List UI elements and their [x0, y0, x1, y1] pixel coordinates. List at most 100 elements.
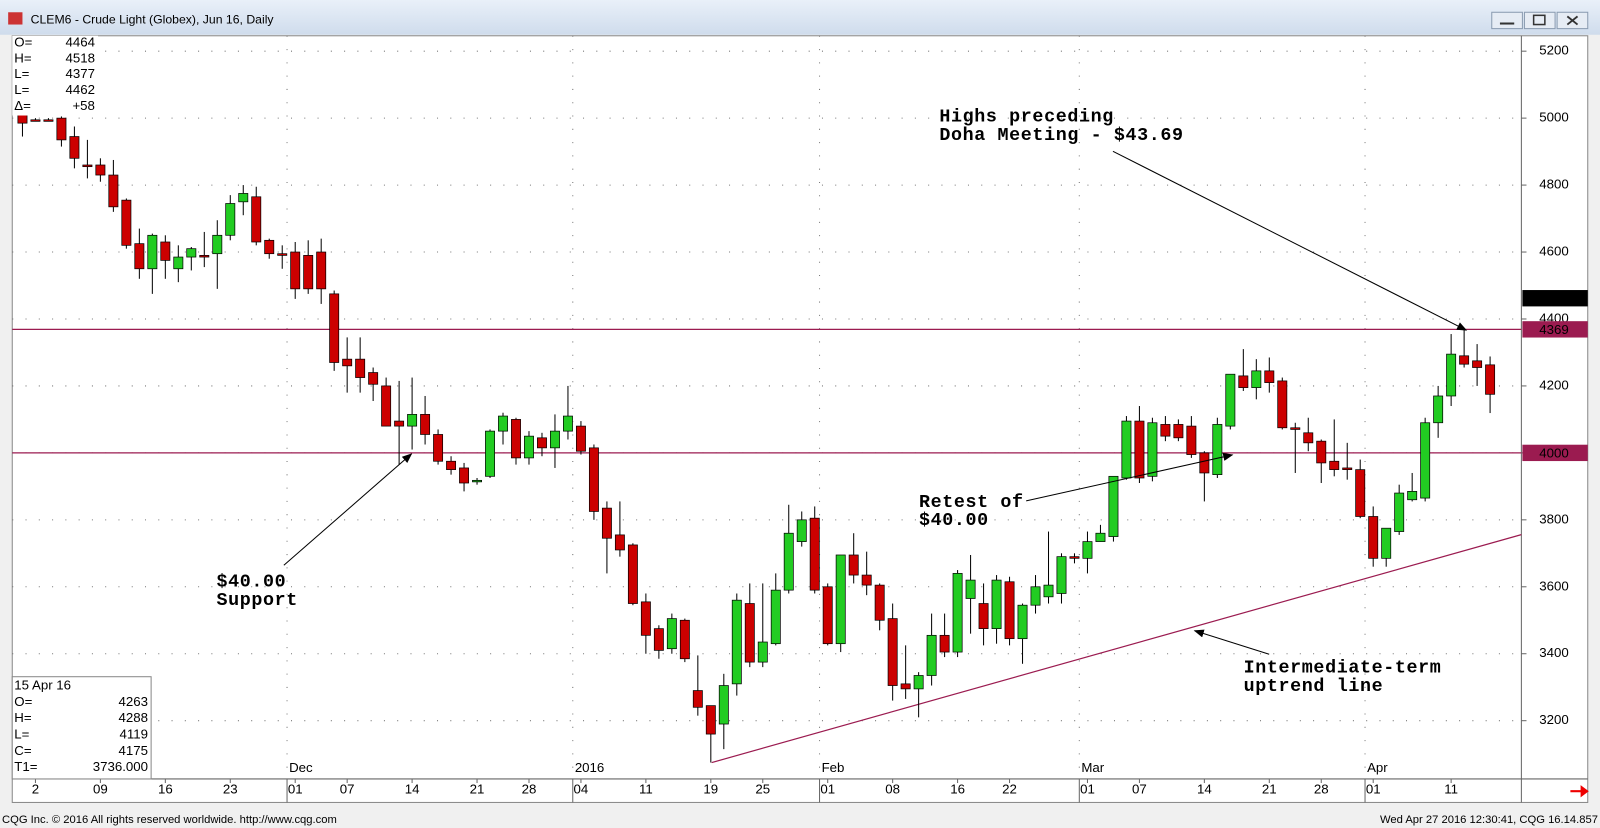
- candle-body: [1290, 427, 1301, 430]
- candle-body: [991, 579, 1002, 629]
- x-tick-label: 23: [223, 782, 238, 797]
- candle-body: [1108, 475, 1119, 537]
- x-tick-label: 28: [1314, 782, 1329, 797]
- candle-body: [1355, 469, 1366, 517]
- month-label: 2016: [575, 760, 604, 775]
- candle-body: [939, 634, 950, 653]
- last-price-box: [1522, 290, 1588, 307]
- candle-body: [848, 554, 859, 576]
- candle-body: [1225, 373, 1236, 427]
- candle-body: [705, 705, 716, 735]
- info-label: O=: [14, 34, 32, 49]
- y-tick-label: 4600: [1539, 244, 1568, 259]
- annotation-arrow: [283, 453, 413, 566]
- candle-body: [1238, 375, 1249, 388]
- candle-body: [718, 685, 729, 725]
- candle-body: [1121, 420, 1132, 479]
- candle-body: [1394, 492, 1405, 532]
- candle-body: [1134, 420, 1145, 479]
- x-tick-label: 07: [1132, 782, 1147, 797]
- reference-price-box: [1522, 444, 1588, 462]
- candle-body: [355, 358, 366, 378]
- candle-body: [627, 544, 638, 604]
- candle-body: [394, 420, 405, 427]
- candle-body: [744, 603, 755, 663]
- info-label: C=: [14, 743, 32, 758]
- candle-body: [1485, 364, 1496, 395]
- x-tick-label: 14: [1197, 782, 1212, 797]
- candle-body: [1160, 424, 1171, 437]
- candle-body: [1199, 452, 1210, 474]
- candle-body: [95, 164, 106, 176]
- candle-body: [1316, 440, 1327, 464]
- candle-body: [459, 467, 470, 484]
- candle-body: [290, 251, 301, 290]
- x-tick-label: 14: [405, 782, 420, 797]
- candle-body: [199, 255, 210, 258]
- candle-body: [822, 586, 833, 645]
- minimize-button[interactable]: [1491, 11, 1523, 30]
- candle-body: [900, 683, 911, 690]
- candle-body: [887, 618, 898, 686]
- candle-body: [1186, 425, 1197, 455]
- month-label: Mar: [1081, 760, 1104, 775]
- candle-body: [342, 358, 353, 367]
- y-tick-label: 3400: [1539, 645, 1568, 660]
- candle-body: [770, 589, 781, 645]
- candle-body: [614, 534, 625, 551]
- footer-left: CQG Inc. © 2016 All rights reserved worl…: [2, 814, 337, 826]
- candle-body: [1342, 467, 1353, 470]
- annotation-text: uptrend line: [1244, 676, 1384, 697]
- plot: 3200340036003800400042004400460048005000…: [11, 34, 1588, 803]
- window-buttons[interactable]: [1491, 11, 1589, 30]
- candle-body: [1459, 355, 1470, 365]
- info-label: L=: [14, 726, 29, 741]
- x-tick-label: 11: [1444, 782, 1458, 797]
- maximize-button[interactable]: [1523, 11, 1556, 30]
- info-value: 4119: [120, 726, 149, 741]
- candle-body: [147, 234, 158, 270]
- footer-right: Wed Apr 27 2016 12:30:41, CQG 16.14.857: [1380, 814, 1598, 826]
- x-tick-label: 07: [340, 782, 355, 797]
- info-value: 4518: [65, 50, 94, 65]
- candle-body: [1277, 380, 1288, 429]
- y-tick-label: 4200: [1539, 377, 1568, 392]
- annotation-text: $40.00: [919, 510, 989, 531]
- x-tick-label: 11: [639, 782, 653, 797]
- x-tick-label: 04: [574, 782, 589, 797]
- x-tick-label: 21: [1262, 782, 1277, 797]
- info-label: T1=: [14, 759, 37, 774]
- y-tick-label: 3600: [1539, 578, 1568, 593]
- x-tick-label: 01: [1366, 782, 1381, 797]
- y-tick-label: 4800: [1539, 177, 1568, 192]
- footer: [0, 807, 1600, 828]
- x-tick-label: 16: [158, 782, 173, 797]
- candle-body: [498, 415, 508, 432]
- candle-body: [679, 619, 690, 660]
- annotation-text: Intermediate-term: [1244, 657, 1442, 678]
- candle-body: [640, 601, 651, 636]
- candle-body: [225, 203, 236, 236]
- annotation-text: Retest of: [919, 492, 1024, 513]
- candle-body: [926, 634, 937, 676]
- candle-body: [1173, 424, 1184, 439]
- info-label: L=: [14, 82, 29, 97]
- candle-body: [381, 385, 392, 427]
- info-value: +58: [72, 98, 95, 113]
- reference-price-label: 4000: [1539, 445, 1568, 460]
- candle-body: [511, 419, 521, 459]
- info-value: 4462: [65, 82, 94, 97]
- info-value: 3736.000: [93, 759, 148, 774]
- scroll-arrow[interactable]: [1570, 785, 1589, 798]
- candle-body: [433, 434, 444, 462]
- candle-body: [251, 196, 262, 243]
- candle-body: [783, 532, 794, 591]
- candle-body: [809, 517, 820, 591]
- candle-body: [1056, 556, 1067, 594]
- annotation-arrow: [1193, 629, 1270, 655]
- candle-body: [757, 641, 768, 663]
- candle-body: [965, 579, 976, 599]
- title-bar: [0, 0, 1600, 35]
- x-tick-label: 01: [1080, 782, 1095, 797]
